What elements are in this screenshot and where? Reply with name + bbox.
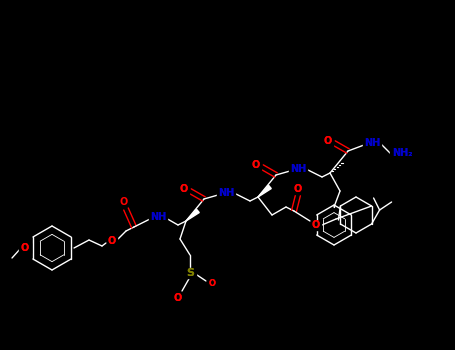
Text: NH: NH — [218, 188, 234, 198]
Text: NH: NH — [218, 188, 234, 198]
Text: O: O — [324, 136, 332, 146]
Text: O: O — [174, 293, 182, 303]
Text: O: O — [108, 236, 116, 246]
Text: NH: NH — [364, 138, 380, 148]
Bar — [107, 237, 117, 245]
Text: O: O — [312, 220, 320, 230]
Bar — [184, 268, 196, 278]
Bar — [390, 148, 414, 158]
Text: NH: NH — [150, 212, 166, 222]
Bar — [149, 212, 167, 222]
Text: NH: NH — [290, 164, 306, 174]
Bar — [293, 184, 303, 194]
Bar — [363, 139, 381, 147]
Bar — [289, 164, 307, 174]
Text: O: O — [21, 243, 29, 253]
Text: O: O — [294, 184, 302, 194]
Text: O: O — [208, 279, 216, 287]
Text: O: O — [252, 160, 260, 170]
Text: O: O — [120, 197, 128, 207]
Text: O: O — [108, 236, 116, 246]
Bar — [217, 189, 235, 197]
Polygon shape — [258, 186, 271, 197]
Text: NH: NH — [290, 164, 306, 174]
Text: O: O — [180, 184, 188, 194]
Bar — [251, 161, 261, 169]
Text: O: O — [324, 136, 332, 146]
Bar — [207, 279, 217, 287]
Bar — [19, 243, 31, 253]
Text: NH: NH — [150, 212, 166, 222]
Polygon shape — [186, 209, 199, 221]
Text: O: O — [180, 184, 188, 194]
Text: NH₂: NH₂ — [392, 148, 412, 158]
Text: S: S — [186, 268, 194, 278]
Text: O: O — [174, 293, 182, 303]
Bar — [323, 136, 333, 146]
Text: O: O — [21, 243, 29, 253]
Bar — [311, 220, 321, 230]
Text: NH₂: NH₂ — [392, 148, 412, 158]
Bar — [179, 184, 189, 194]
Bar — [173, 294, 183, 302]
Text: O: O — [208, 279, 216, 287]
Text: NH: NH — [364, 138, 380, 148]
Text: O: O — [312, 220, 320, 230]
Text: O: O — [294, 184, 302, 194]
Text: S: S — [186, 268, 194, 278]
Text: O: O — [252, 160, 260, 170]
